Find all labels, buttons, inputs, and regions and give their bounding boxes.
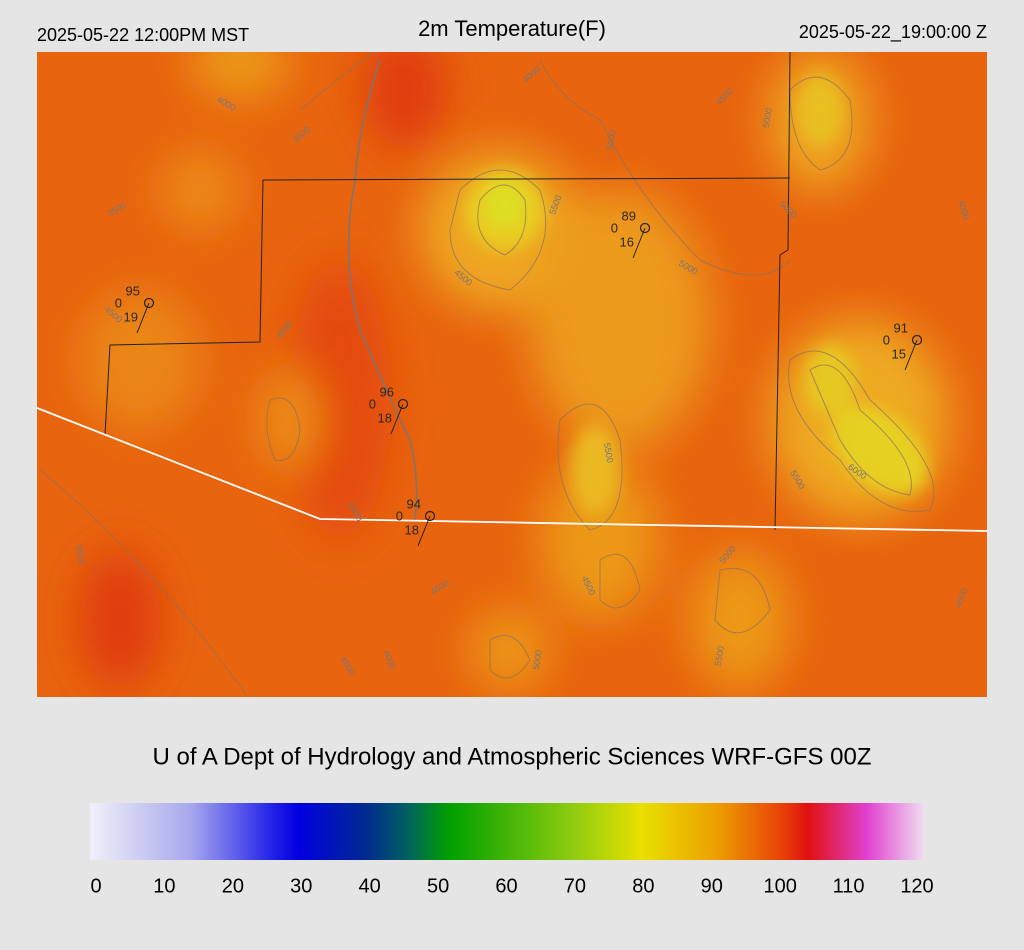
map-title: 2m Temperature(F) bbox=[418, 16, 606, 41]
station-dewpoint: 18 bbox=[378, 410, 392, 425]
colorbar-tick-label: 40 bbox=[359, 875, 381, 897]
station-marker bbox=[424, 510, 436, 522]
contour-label: 5000 bbox=[531, 649, 544, 670]
contour-label: 5500 bbox=[74, 544, 87, 565]
wind-barb bbox=[632, 227, 646, 259]
river bbox=[347, 59, 418, 521]
colorbar-tick-label: 120 bbox=[900, 875, 933, 897]
contour-label: 5500 bbox=[602, 442, 615, 463]
warm-peaks bbox=[465, 75, 928, 515]
map-area: 4000350035004500450045005500500040004500… bbox=[37, 52, 987, 697]
contour-label: 5000 bbox=[605, 129, 618, 150]
station-wind: 0 bbox=[611, 220, 618, 235]
station-wind: 0 bbox=[369, 396, 376, 411]
station-marker bbox=[397, 398, 409, 410]
station-dewpoint: 16 bbox=[620, 234, 634, 249]
station-dewpoint: 18 bbox=[405, 522, 419, 537]
wind-barb bbox=[417, 515, 431, 547]
station-wind: 0 bbox=[115, 295, 122, 310]
colorbar-tick-label: 20 bbox=[222, 875, 244, 897]
elevation-contours bbox=[39, 52, 935, 697]
colorbar-tick-label: 100 bbox=[763, 875, 796, 897]
wind-barb bbox=[904, 339, 918, 371]
valid-time-utc: 2025-05-22_19:00:00 Z bbox=[799, 22, 987, 43]
colorbar-tick-label: 0 bbox=[90, 875, 101, 897]
colorbar-tick-label: 10 bbox=[153, 875, 175, 897]
contour-label: 5500 bbox=[713, 645, 726, 666]
state-border bbox=[37, 407, 987, 532]
station-marker bbox=[143, 297, 155, 309]
colorbar-tick-label: 30 bbox=[290, 875, 312, 897]
station-temperature: 95 bbox=[126, 283, 140, 298]
station-dewpoint: 19 bbox=[124, 309, 138, 324]
colorbar bbox=[90, 803, 925, 860]
station-temperature: 96 bbox=[380, 384, 394, 399]
colorbar-tick-label: 60 bbox=[495, 875, 517, 897]
station-marker bbox=[911, 334, 923, 346]
station-temperature: 89 bbox=[622, 208, 636, 223]
colorbar-tick-label: 90 bbox=[701, 875, 723, 897]
station-wind: 0 bbox=[396, 508, 403, 523]
wind-barb bbox=[390, 403, 404, 435]
county-borders bbox=[104, 52, 791, 531]
station-temperature: 94 bbox=[407, 496, 421, 511]
colorbar-tick-label: 70 bbox=[564, 875, 586, 897]
station-marker bbox=[639, 222, 651, 234]
station-temperature: 91 bbox=[894, 320, 908, 335]
credit: U of A Dept of Hydrology and Atmospheric… bbox=[153, 743, 872, 770]
station-dewpoint: 15 bbox=[892, 346, 906, 361]
colorbar-tick-label: 80 bbox=[632, 875, 654, 897]
colorbar-tick-label: 50 bbox=[427, 875, 449, 897]
contour-label: 5000 bbox=[761, 107, 774, 128]
valid-time-local: 2025-05-22 12:00PM MST bbox=[37, 25, 249, 45]
station-wind: 0 bbox=[883, 332, 890, 347]
colorbar-tick-label: 110 bbox=[833, 875, 865, 897]
wind-barb bbox=[136, 302, 150, 334]
